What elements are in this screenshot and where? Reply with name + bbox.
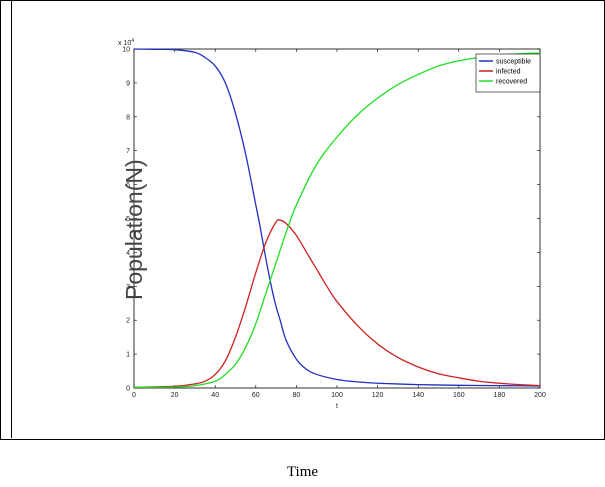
y-tick-label: 2 bbox=[126, 318, 130, 325]
x-tick-label: 100 bbox=[331, 392, 343, 399]
figure-caption: Time bbox=[0, 464, 605, 481]
x-tick-label: 80 bbox=[293, 392, 301, 399]
x-tick-label: 0 bbox=[132, 392, 136, 399]
y-tick-label: 8 bbox=[126, 114, 130, 121]
legend-label-infected: infected bbox=[496, 69, 521, 76]
legend-label-susceptible: susceptible bbox=[496, 59, 531, 66]
x-tick-label: 160 bbox=[453, 392, 465, 399]
x-tick-label: 180 bbox=[494, 392, 506, 399]
y-axis-label: Population(N) bbox=[121, 159, 147, 300]
plot-area bbox=[134, 49, 540, 388]
x-tick-label: 60 bbox=[252, 392, 260, 399]
x-tick-label: 40 bbox=[211, 392, 219, 399]
x-axis-label: t bbox=[336, 403, 338, 410]
x-tick-label: 200 bbox=[534, 392, 546, 399]
y-tick-label: 10 bbox=[122, 47, 130, 54]
x-tick-label: 20 bbox=[171, 392, 179, 399]
legend-label-recovered: recovered bbox=[496, 79, 527, 86]
y-exponent-power: 4 bbox=[131, 38, 134, 44]
x-tick-label: 140 bbox=[412, 392, 424, 399]
y-tick-label: 1 bbox=[126, 352, 130, 359]
legend: susceptible infected recovered bbox=[476, 54, 540, 92]
y-tick-label: 7 bbox=[126, 148, 130, 155]
y-tick-label: 0 bbox=[126, 386, 130, 393]
y-tick-label: 9 bbox=[126, 80, 130, 87]
x-tick-label: 120 bbox=[372, 392, 384, 399]
y-exponent-label: x 104 bbox=[118, 38, 134, 47]
